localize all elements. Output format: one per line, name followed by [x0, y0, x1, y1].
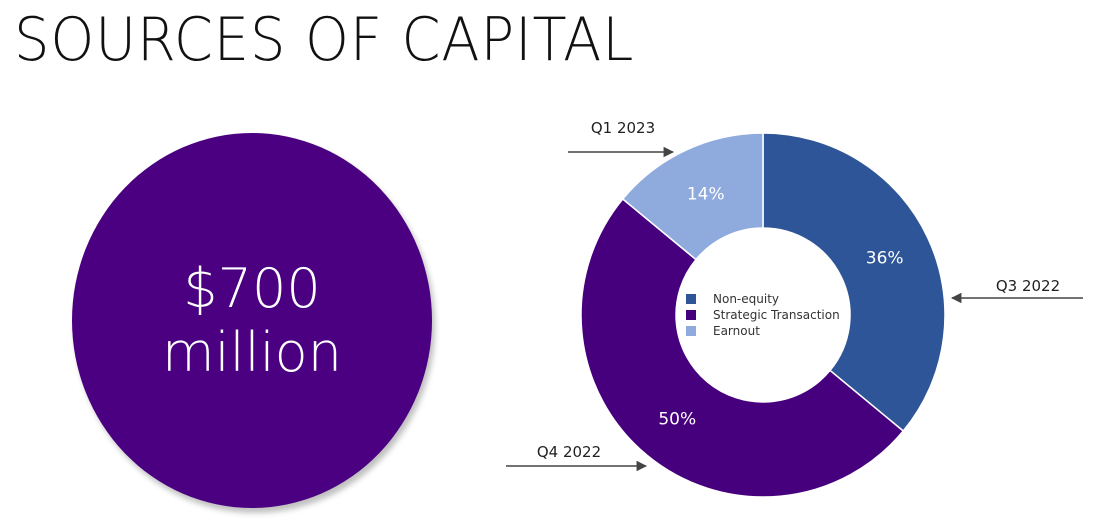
annotation-q1-2023: Q1 2023 — [591, 119, 655, 137]
slice-strategic-transaction — [580, 197, 905, 498]
total-capital-circle: $700 million — [72, 133, 432, 508]
data-label-earnout: 14% — [687, 184, 725, 204]
legend-swatch-strategic-transaction — [686, 310, 696, 320]
legend-entry-non-equity: Non-equity — [713, 292, 779, 306]
data-label-strategic-transaction: 50% — [658, 410, 696, 430]
data-label-non-equity: 36% — [866, 249, 904, 269]
legend-swatch-earnout — [686, 326, 696, 336]
annotation-q3-2022: Q3 2022 — [996, 277, 1060, 295]
legend-swatch-non-equity — [686, 294, 696, 304]
slice-earnout — [621, 132, 764, 261]
legend-entry-earnout: Earnout — [713, 324, 760, 338]
legend-entry-strategic-transaction: Strategic Transaction — [713, 308, 840, 322]
page-title: SOURCES OF CAPITAL — [14, 5, 635, 75]
annotation-q4-2022: Q4 2022 — [537, 443, 601, 461]
total-unit: million — [162, 320, 342, 384]
slice-non-equity — [762, 132, 946, 433]
total-amount: $700 — [183, 256, 321, 320]
